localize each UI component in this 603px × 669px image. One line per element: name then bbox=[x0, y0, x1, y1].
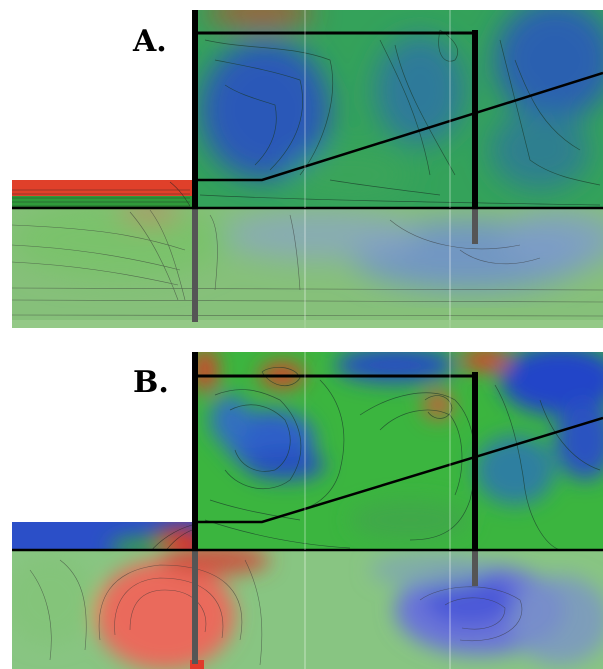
panel-a-lower-zone bbox=[12, 208, 603, 328]
panel-b-label: B. bbox=[133, 365, 169, 400]
panel-a bbox=[12, 10, 603, 328]
panel-a-left-zone bbox=[12, 180, 196, 210]
panel-b bbox=[12, 352, 603, 669]
panel-b-left-zone bbox=[12, 522, 196, 552]
panel-b-lower-zone bbox=[12, 550, 603, 669]
panel-a-label: A. bbox=[133, 24, 167, 59]
panel-a-upper-zone bbox=[195, 10, 603, 210]
panel-a-structure bbox=[12, 10, 603, 322]
panel-b-structure bbox=[12, 352, 603, 664]
